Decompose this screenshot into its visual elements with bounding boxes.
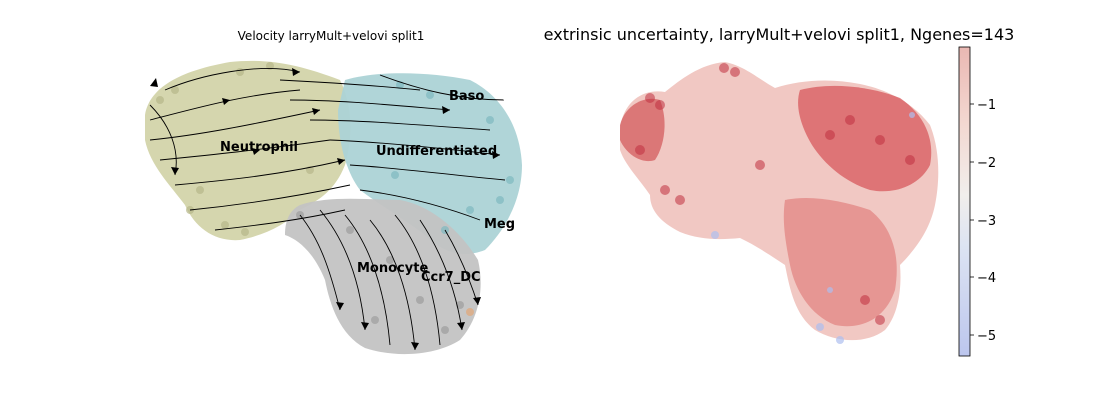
monocyte-cloud [285,198,481,355]
cluster-labels: Baso Undifferentiated Neutrophil Meg Mon… [220,89,515,285]
uncertainty-cloud-dense-top [798,85,932,192]
velocity-cells [145,60,522,355]
uncertainty-panel: extrinsic uncertainty, larryMult+velovi … [544,25,1015,357]
label-neutrophil: Neutrophil [220,140,298,155]
uncertainty-cloud-dense-left [620,98,665,162]
undifferentiated-cloud [338,73,522,255]
label-undifferentiated: Undifferentiated [376,144,497,159]
velocity-panel: Velocity larryMult+velovi split1 [145,29,522,355]
uncertainty-cloud-dense-mid [783,198,897,327]
colorbar-ticks [970,103,974,336]
colorbar-tick-label: −1 [977,98,996,113]
label-ccr7-dc: Ccr7_DC [421,270,481,285]
label-baso: Baso [449,89,484,104]
uncertainty-title: extrinsic uncertainty, larryMult+velovi … [544,25,1015,44]
label-meg: Meg [484,217,515,232]
colorbar-tick-label: −2 [977,156,996,171]
velocity-streamlines [149,68,506,351]
velocity-arrowheads [150,68,500,350]
colorbar-tick-label: −4 [977,271,996,286]
colorbar: −1 −2 −3 −4 −5 [958,46,996,357]
colorbar-tick-label: −5 [977,329,996,344]
colorbar-gradient [958,46,971,357]
label-monocyte: Monocyte [357,261,428,276]
colorbar-tick-label: −3 [977,214,996,229]
uncertainty-cells [620,62,939,344]
velocity-title: Velocity larryMult+velovi split1 [238,29,425,43]
